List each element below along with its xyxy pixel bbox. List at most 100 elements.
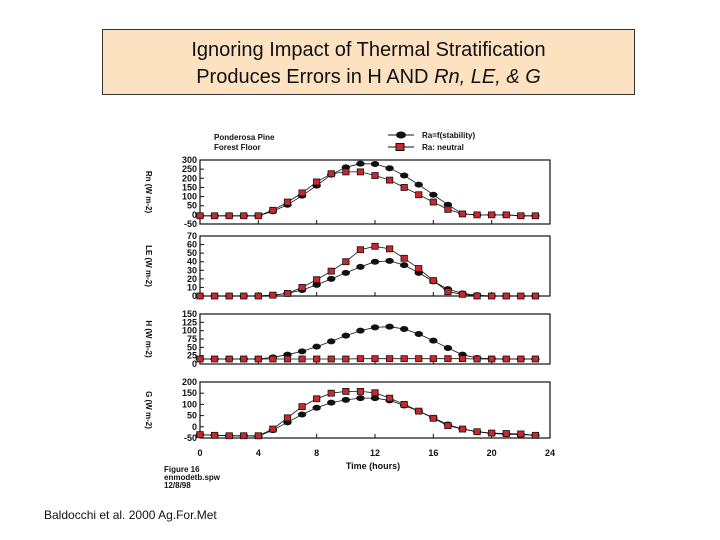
panel-1-series-1-point-2 — [225, 292, 233, 300]
panel-2-series-0-point-9 — [327, 338, 336, 345]
panel-1-series-1-point-20 — [488, 292, 496, 300]
panel-2-series-1-point-9 — [327, 355, 335, 363]
panel-2-series-1-point-13 — [385, 355, 394, 363]
panel-2-series-1-point-0 — [196, 355, 204, 363]
panel-2-series-0-point-8 — [312, 343, 321, 350]
panel-2-ylabel: H (W m-2) — [144, 320, 153, 358]
panel-0-series-1-point-9 — [327, 170, 335, 178]
panel-3-ytick-label-2: 50 — [187, 411, 197, 421]
panel-0-ytick-label-5: 200 — [182, 173, 197, 183]
title-line-2-prefix: Produces Errors in H AND — [196, 66, 435, 88]
panel-2-series-1-point-3 — [240, 355, 248, 363]
panel-3-series-1-point-5 — [269, 425, 277, 433]
panel-0-series-1-point-20 — [488, 211, 496, 219]
panel-3-ytick-label-0: -50 — [184, 433, 197, 443]
site-label-line-1: Ponderosa Pine — [214, 133, 275, 142]
panel-3-series-1-point-23 — [531, 431, 540, 439]
panel-0-series-1-point-7 — [298, 189, 306, 197]
panel-0-series-1-point-15 — [415, 191, 423, 199]
panel-1-series-1-point-12 — [371, 242, 379, 250]
panel-2-series-0-line — [200, 326, 536, 360]
panel-3-series-1-point-6 — [283, 414, 292, 422]
panel-1-ytick-label-7: 70 — [187, 231, 197, 241]
panel-3-series-1-point-21 — [502, 430, 510, 437]
panel-1-series-1-line — [200, 245, 536, 297]
panel-3-series-1-point-18 — [458, 425, 467, 433]
xtick-label-0: 0 — [197, 448, 202, 458]
panel-2-ytick-label-3: 75 — [187, 334, 197, 344]
panel-1-ytick-label-2: 20 — [187, 274, 197, 284]
panel-2-series-1-point-23 — [531, 355, 540, 363]
panel-3-series-1-point-17 — [444, 422, 452, 430]
panel-2-series-0-point-13 — [385, 323, 394, 330]
panel-0-series-1-point-2 — [225, 212, 233, 220]
xtick-label-1: 4 — [256, 448, 261, 458]
panel-3-ylabel: G (W m-2) — [144, 391, 153, 429]
panel-2-series-1-point-18 — [458, 355, 467, 363]
panel-1-series-0-point-9 — [327, 275, 336, 282]
xtick-label-5: 20 — [487, 448, 497, 458]
panel-3-series-0-point-8 — [312, 404, 321, 411]
panel-0-series-0-point-15 — [414, 181, 423, 188]
panel-0-ytick-label-4: 150 — [182, 182, 197, 192]
panel-0-series-1-point-23 — [531, 212, 540, 220]
panel-0-series-0-point-11 — [356, 160, 365, 167]
panel-0-series-1-point-17 — [444, 205, 452, 213]
panel-1-series-1-point-7 — [298, 284, 306, 291]
panel-0-series-0-point-13 — [385, 165, 394, 172]
panel-3-ytick-label-5: 200 — [182, 377, 197, 387]
panel-3-series-1-point-22 — [517, 430, 525, 438]
xtick-label-2: 8 — [314, 448, 319, 458]
panel-2-series-0-point-17 — [443, 345, 453, 351]
panel-2-ytick-label-2: 50 — [187, 342, 197, 352]
panel-1-ytick-label-4: 40 — [187, 257, 197, 267]
citation: Baldocchi et al. 2000 Ag.For.Met — [44, 508, 217, 522]
panel-3-series-0-line — [199, 397, 536, 437]
panel-1-series-1-point-16 — [429, 277, 437, 284]
panel-3-series-0-point-12 — [370, 395, 380, 402]
legend: Ra=f(stability) Ra: neutral — [388, 131, 475, 152]
panel-0-series-1-point-16 — [429, 198, 437, 206]
panel-0-series-0-point-14 — [399, 172, 409, 179]
panel-2-series-0-point-11 — [356, 327, 365, 334]
figure-caption-line-1: Figure 16 — [164, 465, 200, 474]
title-line-2: Produces Errors in H AND Rn, LE, & G — [103, 64, 634, 91]
panel-2-ytick-label-1: 25 — [187, 351, 197, 361]
panel-1-series-0-line — [200, 260, 536, 297]
panel-3-ytick-label-4: 150 — [182, 388, 197, 398]
panel-2-series-1-point-17 — [444, 355, 452, 363]
panel-1-series-1-point-0 — [196, 292, 204, 300]
x-axis-label: Time (hours) — [346, 461, 400, 471]
panel-2-ytick-label-4: 100 — [182, 326, 197, 336]
panel-2-series-1-point-8 — [313, 355, 321, 363]
panel-3-series-1-point-19 — [473, 428, 481, 436]
panel-0-series-1-point-8 — [313, 178, 321, 186]
panel-2-ytick-label-6: 150 — [182, 309, 197, 319]
panel-1-series-1-point-17 — [444, 288, 452, 296]
panel-0-ylabel: Rn (W m-2) — [144, 171, 153, 214]
panel-2-series-0-point-14 — [399, 326, 409, 332]
panel-1-ytick-label-0: 0 — [192, 291, 197, 301]
panel-0-ytick-label-6: 250 — [182, 164, 197, 174]
panel-3-ytick-label-1: 0 — [192, 422, 197, 432]
panel-2-series-1-point-5 — [269, 355, 277, 363]
panel-2-series-0-point-15 — [414, 331, 423, 337]
panel-1-series-1-point-11 — [356, 246, 365, 254]
panel-3-series-1-point-20 — [488, 429, 496, 437]
site-label-line-2: Forest Floor — [214, 143, 261, 152]
xtick-label-6: 24 — [545, 448, 555, 458]
panel-3-series-1-point-3 — [240, 432, 248, 440]
panel-0-series-1-point-1 — [210, 212, 219, 220]
panel-3-series-1-point-1 — [210, 431, 219, 439]
xtick-label-4: 16 — [428, 448, 438, 458]
legend-marker-stability — [396, 131, 406, 139]
panel-2-series-1-point-10 — [342, 355, 350, 363]
panel-2-series-1-point-12 — [371, 355, 379, 363]
panel-3-series-1-point-11 — [356, 388, 365, 395]
panel-1-series-1-point-6 — [283, 290, 292, 297]
panel-1-series-1-point-23 — [531, 292, 540, 300]
panel-0-frame — [199, 159, 551, 225]
panel-1-series-1-point-22 — [517, 292, 525, 300]
panel-1-series-0-point-11 — [356, 263, 365, 270]
